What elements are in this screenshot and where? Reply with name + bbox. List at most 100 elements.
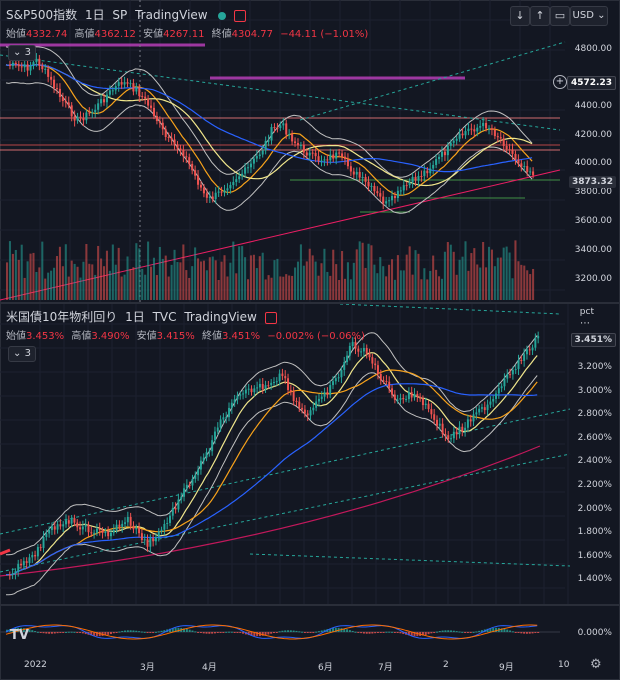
- candle-body: [100, 99, 103, 104]
- candle-body: [388, 381, 391, 389]
- volume-bar: [405, 254, 408, 300]
- volume-bar: [58, 246, 61, 300]
- histogram-bar: [421, 632, 424, 636]
- candle-body: [264, 140, 267, 151]
- indicator-toggle-button[interactable]: ⌄ 3: [8, 346, 36, 362]
- candle-body: [402, 397, 405, 400]
- volume-bar: [455, 274, 458, 300]
- volume-bar: [388, 264, 391, 300]
- sp500-symbol[interactable]: S&P500指数: [6, 8, 78, 22]
- low-value: 3.415%: [156, 331, 195, 342]
- us10y-chart[interactable]: [0, 304, 620, 604]
- arrow-down-icon[interactable]: ↓: [510, 6, 530, 26]
- candle-body: [239, 394, 242, 396]
- sp500-pane[interactable]: S&P500指数 1日 SP TradingView 始値4332.74 高値4…: [0, 0, 620, 302]
- histogram-bar: [517, 632, 520, 633]
- candle-body: [429, 168, 432, 174]
- y-tick: 4800.00: [574, 44, 612, 54]
- volume-bar: [252, 254, 255, 300]
- histogram-bar: [56, 632, 59, 634]
- candle-body: [150, 105, 153, 108]
- volume-bar: [291, 275, 294, 300]
- volume-bar: [358, 241, 361, 300]
- dots-icon[interactable]: ⋯: [580, 318, 590, 329]
- indicator-toggle-button[interactable]: ⌄ 3: [8, 45, 36, 61]
- histogram-bar: [132, 630, 135, 632]
- y-tick: 0.000%: [577, 628, 612, 638]
- tradingview-logo-icon[interactable]: 𝗧𝗩: [10, 628, 29, 643]
- volume-bar: [279, 276, 282, 300]
- low-label: 安値: [136, 331, 157, 342]
- volume-bar: [399, 270, 402, 300]
- candle-body: [211, 196, 214, 200]
- candle-body: [50, 526, 53, 531]
- volume-bar: [423, 268, 426, 300]
- candle-body: [107, 531, 110, 537]
- candle-body: [413, 393, 416, 398]
- us10y-interval[interactable]: 1日: [125, 310, 145, 324]
- candle-body: [469, 419, 472, 422]
- candle-body: [144, 96, 147, 99]
- volume-bar: [44, 278, 47, 300]
- settings-icon[interactable]: ⚙: [590, 657, 602, 672]
- sp500-interval[interactable]: 1日: [84, 8, 105, 22]
- trend-line: [299, 41, 566, 121]
- candle-body: [17, 64, 20, 67]
- alert-icon[interactable]: [264, 311, 277, 324]
- volume-bar: [47, 272, 50, 300]
- volume-bar: [373, 264, 376, 300]
- candle-body: [438, 423, 441, 426]
- candle-body: [169, 515, 171, 523]
- plus-circle-icon[interactable]: +: [553, 75, 567, 89]
- volume-bar: [35, 271, 38, 300]
- candle-body: [301, 407, 304, 410]
- x-tick: 2022: [24, 660, 47, 670]
- candle-body: [417, 176, 420, 181]
- alert-icon[interactable]: [234, 9, 247, 22]
- pane-separator[interactable]: [0, 302, 620, 304]
- bollinger-band: [5, 81, 533, 214]
- candle-body: [241, 173, 244, 177]
- y-tick: 4000.00: [574, 158, 612, 168]
- candle-body: [226, 188, 229, 191]
- candle-body: [152, 538, 155, 542]
- candle-body: [135, 87, 138, 92]
- rectangle-icon[interactable]: ▭: [550, 6, 570, 26]
- histogram-bar: [225, 631, 228, 633]
- currency-button[interactable]: USD ⌄: [570, 6, 608, 26]
- candle-body: [246, 167, 250, 169]
- candle-body: [67, 520, 70, 524]
- candle-body: [312, 407, 315, 411]
- candle-body: [101, 530, 104, 533]
- volume-bar: [241, 246, 244, 300]
- sp500-ohlc: 始値4332.74 高値4362.12 安値4267.11 終値4304.77 …: [6, 25, 372, 40]
- candle-body: [242, 393, 245, 395]
- candle-body: [326, 391, 329, 395]
- histogram-bar: [197, 632, 200, 633]
- oscillator-pane[interactable]: 0.000%: [0, 606, 620, 656]
- oscillator-chart[interactable]: [0, 606, 620, 656]
- us10y-symbol[interactable]: 米国債10年物利回り: [6, 310, 118, 324]
- histogram-bar: [469, 632, 472, 633]
- candle-body: [264, 385, 267, 389]
- volume-bar: [270, 277, 273, 300]
- candle-body: [216, 427, 219, 432]
- candle-body: [247, 388, 250, 390]
- candle-body: [123, 82, 126, 85]
- candle-body: [44, 68, 47, 70]
- sp500-chart[interactable]: [0, 0, 620, 302]
- candle-body: [449, 142, 452, 146]
- volume-bar: [514, 240, 517, 300]
- candle-body: [326, 159, 329, 161]
- us10y-pane[interactable]: 米国債10年物利回り 1日 TVC TradingView 始値3.453% 高…: [0, 304, 620, 604]
- candle-body: [249, 163, 252, 168]
- pane-separator[interactable]: [0, 604, 620, 606]
- histogram-bar: [67, 631, 70, 633]
- volume-bar: [232, 241, 235, 300]
- histogram-bar: [174, 627, 177, 632]
- arrow-up-icon[interactable]: ↑: [530, 6, 550, 26]
- candle-body: [163, 523, 166, 530]
- histogram-bar: [169, 628, 171, 632]
- y-tick: 2.800%: [577, 409, 612, 419]
- volume-bar: [508, 252, 511, 300]
